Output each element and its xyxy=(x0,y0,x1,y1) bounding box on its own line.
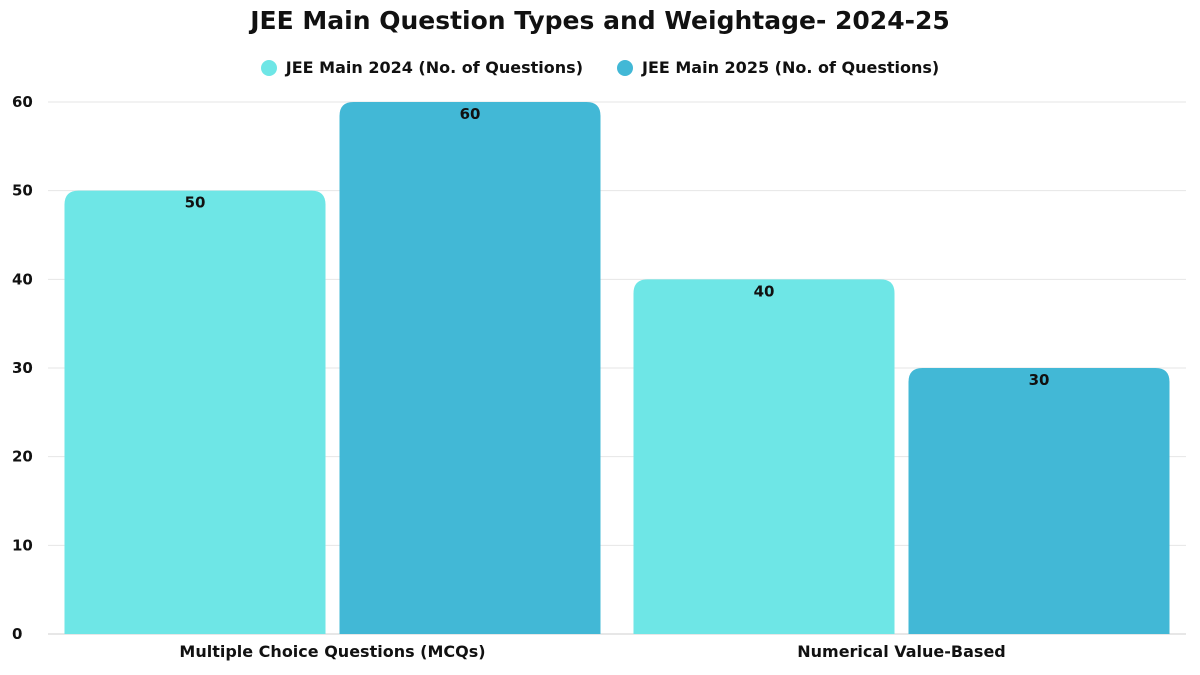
legend-label-2025: JEE Main 2025 (No. of Questions) xyxy=(642,58,940,77)
chart-title: JEE Main Question Types and Weightage- 2… xyxy=(250,6,950,35)
legend-item-2024: JEE Main 2024 (No. of Questions) xyxy=(260,58,583,77)
y-tick-label-50: 50 xyxy=(12,182,33,200)
data-label-series0-cat1: 40 xyxy=(754,282,775,300)
legend-swatch-2025 xyxy=(617,59,633,76)
y-tick-label-0: 0 xyxy=(12,625,22,643)
legend-swatch-2024 xyxy=(260,59,277,76)
x-category-label-1: Numerical Value-Based xyxy=(797,642,1006,661)
y-tick-label-60: 60 xyxy=(12,93,33,111)
data-label-series1-cat0: 60 xyxy=(460,105,481,123)
y-tick-label-20: 20 xyxy=(12,448,33,466)
bar-series0-cat1 xyxy=(633,279,895,634)
legend-item-2025: JEE Main 2025 (No. of Questions) xyxy=(617,58,939,77)
data-label-series1-cat1: 30 xyxy=(1029,371,1050,389)
x-category-label-0: Multiple Choice Questions (MCQs) xyxy=(179,642,485,661)
y-tick-label-10: 10 xyxy=(12,536,33,554)
bar-series0-cat0 xyxy=(64,190,326,634)
legend: JEE Main 2024 (No. of Questions) JEE Mai… xyxy=(0,58,1200,77)
legend-label-2024: JEE Main 2024 (No. of Questions) xyxy=(285,58,583,77)
y-tick-label-30: 30 xyxy=(12,359,33,377)
bar-series1-cat0 xyxy=(339,102,601,634)
y-tick-label-40: 40 xyxy=(12,270,33,288)
data-label-series0-cat0: 50 xyxy=(185,194,206,212)
bar-series1-cat1 xyxy=(908,368,1170,634)
